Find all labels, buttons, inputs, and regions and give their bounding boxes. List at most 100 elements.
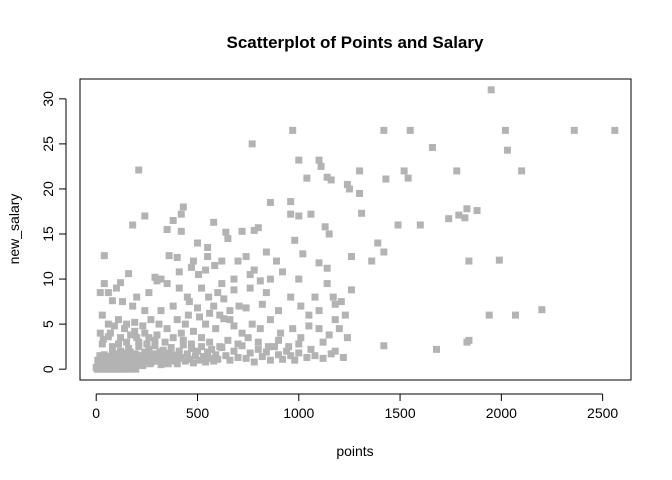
- data-point: [303, 353, 311, 361]
- data-point: [258, 300, 266, 308]
- data-point: [108, 297, 116, 305]
- data-point: [218, 344, 226, 352]
- data-point: [323, 280, 331, 288]
- data-point: [285, 343, 293, 351]
- data-point: [380, 126, 388, 134]
- data-point: [218, 280, 226, 288]
- data-point: [187, 263, 195, 271]
- data-point: [356, 167, 364, 175]
- data-point: [287, 293, 295, 301]
- data-point: [98, 359, 106, 367]
- data-point: [153, 331, 161, 339]
- y-tick-label: 30: [40, 91, 56, 107]
- data-point: [145, 334, 153, 342]
- data-point: [129, 302, 137, 310]
- data-point: [246, 349, 254, 357]
- data-point: [345, 185, 353, 193]
- data-point: [112, 284, 120, 292]
- data-point: [220, 315, 228, 323]
- plot-area-frame: [79, 78, 632, 381]
- data-point: [503, 146, 511, 154]
- y-tick-label: 25: [40, 136, 56, 152]
- data-point: [311, 293, 319, 301]
- data-point: [104, 289, 112, 297]
- data-point: [164, 360, 172, 368]
- data-point: [189, 327, 197, 335]
- data-point: [287, 198, 295, 206]
- data-point: [157, 275, 165, 283]
- data-point: [210, 357, 218, 365]
- data-point: [230, 322, 238, 330]
- data-point: [331, 316, 339, 324]
- data-point: [266, 316, 274, 324]
- data-point: [198, 334, 206, 342]
- data-point: [270, 343, 278, 351]
- data-point: [177, 329, 185, 337]
- data-point: [214, 289, 222, 297]
- data-point: [125, 270, 133, 278]
- data-point: [127, 331, 135, 339]
- data-point: [157, 307, 165, 315]
- data-point: [283, 347, 291, 355]
- data-point: [141, 329, 149, 337]
- data-point: [238, 227, 246, 235]
- data-point: [114, 350, 122, 358]
- data-point: [169, 216, 177, 224]
- data-point: [147, 316, 155, 324]
- data-point: [321, 223, 329, 231]
- y-tick-label: 5: [40, 320, 56, 328]
- data-point: [226, 307, 234, 315]
- data-point: [133, 334, 141, 342]
- data-point: [152, 357, 160, 365]
- data-point: [158, 358, 166, 366]
- data-point: [104, 320, 112, 328]
- data-point: [295, 156, 303, 164]
- data-point: [99, 335, 107, 343]
- data-point: [205, 293, 213, 301]
- x-axis: 0 500 1000 1500 2000 2500: [92, 393, 618, 421]
- data-point: [382, 175, 390, 183]
- data-point: [139, 362, 147, 370]
- data-point: [122, 357, 130, 365]
- data-point: [327, 350, 335, 358]
- data-point: [170, 357, 178, 365]
- data-point: [117, 362, 125, 370]
- data-point: [206, 354, 214, 362]
- data-point: [339, 353, 347, 361]
- data-point: [169, 302, 177, 310]
- data-point: [465, 336, 473, 344]
- x-tick-label: 1000: [283, 405, 314, 421]
- data-point: [305, 322, 313, 330]
- data-point: [212, 325, 220, 333]
- data-point: [465, 257, 473, 265]
- data-point: [463, 205, 471, 213]
- data-point: [123, 320, 131, 328]
- data-point: [461, 214, 469, 222]
- data-point: [295, 349, 303, 357]
- data-point: [394, 221, 402, 229]
- data-point: [145, 345, 153, 353]
- data-point: [307, 210, 315, 218]
- data-point: [495, 256, 503, 264]
- data-point: [356, 189, 364, 197]
- data-point: [242, 304, 250, 312]
- data-point: [104, 333, 112, 341]
- data-point: [177, 227, 185, 235]
- data-point: [295, 212, 303, 220]
- data-point: [453, 167, 461, 175]
- data-point: [163, 325, 171, 333]
- data-point: [185, 355, 193, 363]
- data-point: [175, 284, 183, 292]
- data-point: [106, 354, 114, 362]
- data-point: [136, 356, 144, 364]
- data-point: [193, 347, 201, 355]
- data-point: [144, 349, 152, 357]
- data-point: [100, 280, 108, 288]
- data-point: [183, 350, 191, 358]
- data-point: [250, 358, 258, 366]
- data-point: [327, 176, 335, 184]
- data-point: [374, 239, 382, 247]
- data-point: [110, 352, 118, 360]
- data-point: [96, 289, 104, 297]
